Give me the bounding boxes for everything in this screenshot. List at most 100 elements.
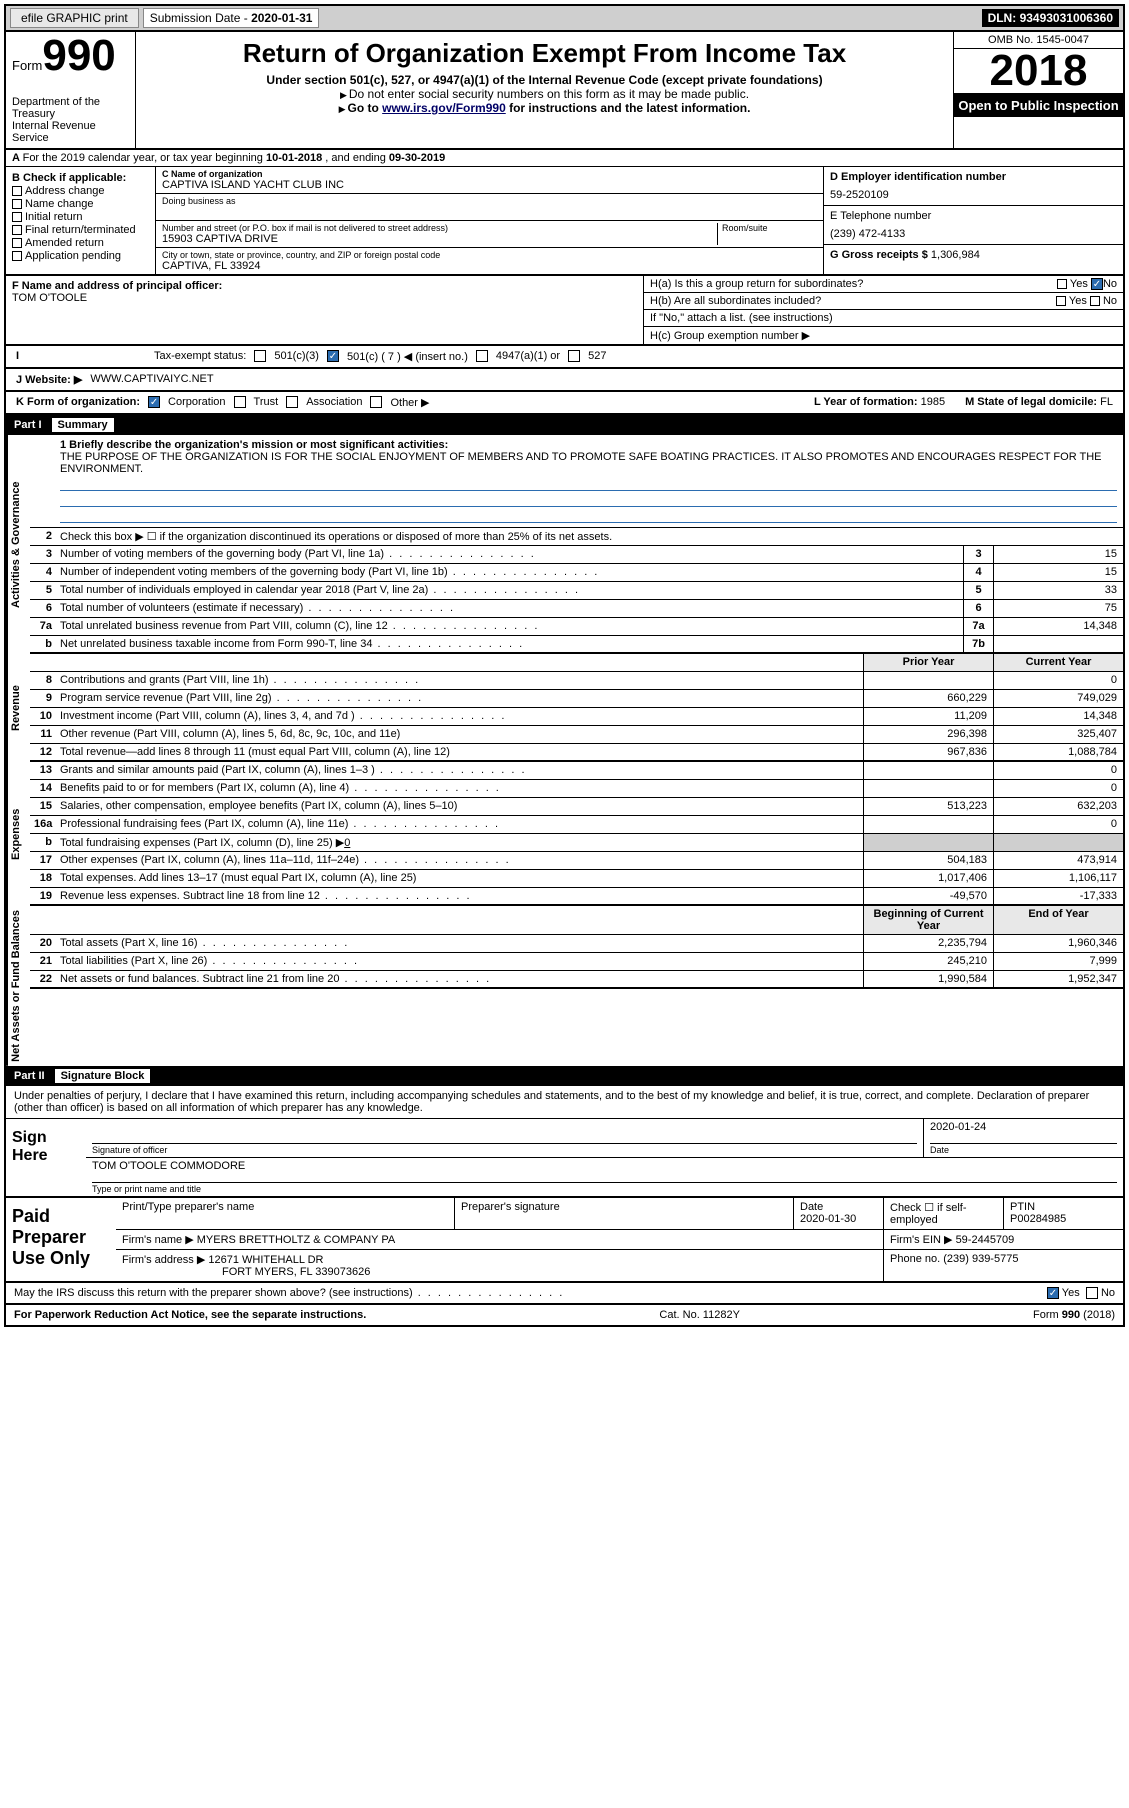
firm-ein-label: Firm's EIN ▶ <box>890 1234 953 1246</box>
preparer-signature-hdr: Preparer's signature <box>454 1198 793 1229</box>
line-10: Investment income (Part VIII, column (A)… <box>56 708 863 725</box>
form-ref: Form 990 (2018) <box>1033 1309 1115 1321</box>
box-e-phone: E Telephone number (239) 472-4133 <box>824 206 1123 245</box>
line-19: Revenue less expenses. Subtract line 18 … <box>56 888 863 904</box>
hb-yes[interactable] <box>1056 296 1066 306</box>
org-name-cell: C Name of organization CAPTIVA ISLAND YA… <box>156 167 823 194</box>
box-f-officer: F Name and address of principal officer:… <box>6 276 643 344</box>
efile-print-button[interactable]: efile GRAPHIC print <box>10 8 139 28</box>
box-d-ein: D Employer identification number 59-2520… <box>824 167 1123 206</box>
firm-phone-label: Phone no. <box>890 1253 943 1265</box>
dln: DLN: 93493031006360 <box>982 9 1119 27</box>
net-assets-section: Net Assets or Fund Balances Beginning of… <box>6 906 1123 1066</box>
ha-group-return: H(a) Is this a group return for subordin… <box>644 276 1123 293</box>
line-16a: Professional fundraising fees (Part IX, … <box>56 816 863 833</box>
discuss-no[interactable] <box>1086 1287 1098 1299</box>
form-number: 990 <box>42 31 115 80</box>
line-16b: Total fundraising expenses (Part IX, col… <box>56 834 863 851</box>
row-a-tax-year: A For the 2019 calendar year, or tax yea… <box>6 150 1123 167</box>
sign-here-block: Sign Here Signature of officer 2020-01-2… <box>6 1119 1123 1198</box>
preparer-name-hdr: Print/Type preparer's name <box>116 1198 454 1229</box>
self-employed: Check ☐ if self-employed <box>883 1198 1003 1229</box>
hc-group-exemption: H(c) Group exemption number ▶ <box>644 327 1123 344</box>
row-j-website: J Website: ▶ WWW.CAPTIVAIYC.NET <box>6 369 1123 392</box>
part2-header: Part II Signature Block <box>6 1066 1123 1086</box>
vlabel-expenses: Expenses <box>6 762 30 906</box>
firm-address-label: Firm's address ▶ <box>122 1254 205 1266</box>
paid-preparer-label: Paid Preparer Use Only <box>6 1198 116 1281</box>
ha-no[interactable] <box>1091 278 1103 290</box>
col-current-year: Current Year <box>993 654 1123 671</box>
line-12: Total revenue—add lines 8 through 11 (mu… <box>56 744 863 760</box>
website-value: WWW.CAPTIVAIYC.NET <box>90 373 213 385</box>
activities-governance-section: Activities & Governance 1 Briefly descri… <box>6 435 1123 654</box>
line-4: Number of independent voting members of … <box>56 564 963 581</box>
line-8: Contributions and grants (Part VIII, lin… <box>56 672 863 689</box>
subtitle-3: Go to www.irs.gov/Form990 for instructio… <box>146 101 943 115</box>
irs-link[interactable]: www.irs.gov/Form990 <box>382 101 506 115</box>
line-18: Total expenses. Add lines 13–17 (must eq… <box>56 870 863 887</box>
box-b: B Check if applicable: Address change Na… <box>6 167 156 274</box>
box-g-gross: G Gross receipts $ 1,306,984 <box>824 245 1123 265</box>
part1-header: Part I Summary <box>6 415 1123 435</box>
city-cell: City or town, state or province, country… <box>156 248 823 274</box>
chk-address-change[interactable] <box>12 186 22 196</box>
submission-date: Submission Date - 2020-01-31 <box>143 8 320 28</box>
firm-name: MYERS BRETTHOLTZ & COMPANY PA <box>197 1234 395 1246</box>
chk-application-pending[interactable] <box>12 251 22 261</box>
hb-subordinates: H(b) Are all subordinates included? Yes … <box>644 293 1123 310</box>
vlabel-revenue: Revenue <box>6 654 30 762</box>
expenses-section: Expenses 13Grants and similar amounts pa… <box>6 762 1123 906</box>
open-public: Open to Public Inspection <box>954 94 1123 117</box>
chk-amended-return[interactable] <box>12 238 22 248</box>
line-1-mission: 1 Briefly describe the organization's mi… <box>30 435 1123 528</box>
line-15: Salaries, other compensation, employee b… <box>56 798 863 815</box>
firm-ein: 59-2445709 <box>956 1234 1015 1246</box>
department: Department of the Treasury Internal Reve… <box>12 96 129 144</box>
paid-preparer-block: Paid Preparer Use Only Print/Type prepar… <box>6 1198 1123 1283</box>
chk-name-change[interactable] <box>12 199 22 209</box>
id-row-f-h: F Name and address of principal officer:… <box>6 276 1123 345</box>
discuss-yes[interactable] <box>1047 1287 1059 1299</box>
line-13: Grants and similar amounts paid (Part IX… <box>56 762 863 779</box>
chk-501c[interactable] <box>327 350 339 362</box>
ha-yes[interactable] <box>1057 279 1067 289</box>
chk-corporation[interactable] <box>148 396 160 408</box>
line-5: Total number of individuals employed in … <box>56 582 963 599</box>
chk-501c3[interactable] <box>254 350 266 362</box>
chk-final-return[interactable] <box>12 225 22 235</box>
chk-initial-return[interactable] <box>12 212 22 222</box>
chk-trust[interactable] <box>234 396 246 408</box>
chk-527[interactable] <box>568 350 580 362</box>
subtitle-1: Under section 501(c), 527, or 4947(a)(1)… <box>146 73 943 87</box>
preparer-date: Date2020-01-30 <box>793 1198 883 1229</box>
identification-grid: B Check if applicable: Address change Na… <box>6 167 1123 276</box>
topbar: efile GRAPHIC print Submission Date - 20… <box>6 6 1123 32</box>
form-header: Form990 Department of the Treasury Inter… <box>6 32 1123 150</box>
line-7a: Total unrelated business revenue from Pa… <box>56 618 963 635</box>
dba-cell: Doing business as <box>156 194 823 221</box>
subtitle-2: Do not enter social security numbers on … <box>146 87 943 101</box>
sign-date: 2020-01-24 <box>930 1121 1117 1133</box>
line-6: Total number of volunteers (estimate if … <box>56 600 963 617</box>
chk-other[interactable] <box>370 396 382 408</box>
address-cell: Number and street (or P.O. box if mail i… <box>156 221 823 248</box>
line-21: Total liabilities (Part X, line 26) <box>56 953 863 970</box>
line-22: Net assets or fund balances. Subtract li… <box>56 971 863 987</box>
firm-phone: (239) 939-5775 <box>943 1253 1018 1265</box>
line-20: Total assets (Part X, line 16) <box>56 935 863 952</box>
discuss-row: May the IRS discuss this return with the… <box>6 1283 1123 1305</box>
line-2: Check this box ▶ ☐ if the organization d… <box>56 528 1123 545</box>
firm-address: 12671 WHITEHALL DR <box>208 1254 323 1266</box>
hb-no[interactable] <box>1090 296 1100 306</box>
chk-association[interactable] <box>286 396 298 408</box>
line-3: Number of voting members of the governin… <box>56 546 963 563</box>
form-title: Return of Organization Exempt From Incom… <box>146 38 943 69</box>
form-label: Form <box>12 58 42 73</box>
chk-4947[interactable] <box>476 350 488 362</box>
sign-here-label: Sign Here <box>6 1119 86 1196</box>
revenue-section: Revenue Prior YearCurrent Year 8Contribu… <box>6 654 1123 762</box>
signature-of-officer-label: Signature of officer <box>92 1143 917 1155</box>
tax-year: 2018 <box>954 49 1123 94</box>
paperwork-notice: For Paperwork Reduction Act Notice, see … <box>14 1309 366 1321</box>
